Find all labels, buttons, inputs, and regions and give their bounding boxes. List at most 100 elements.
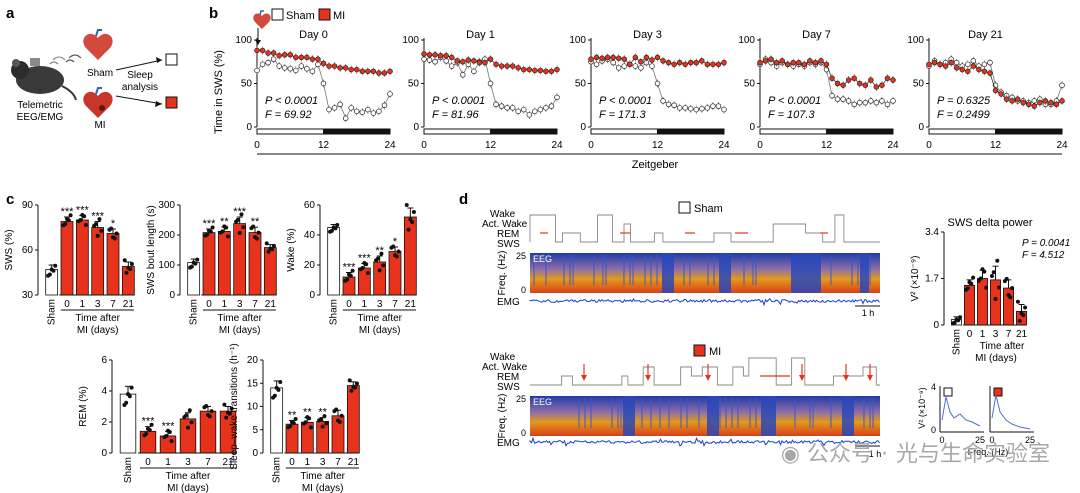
sham-point (868, 98, 874, 104)
mi-point (526, 66, 533, 73)
data-point (239, 212, 244, 217)
spectral-stripe (632, 255, 634, 285)
sham-label: Sham (87, 68, 113, 79)
x-tick-label: 12 (485, 140, 497, 151)
significance-label: *** (358, 253, 372, 265)
mi-point (1025, 101, 1032, 108)
mi-point (448, 54, 455, 61)
spectral-stripe (659, 398, 661, 428)
sham-point (829, 92, 835, 99)
sham-emg-label: EMG (497, 297, 520, 308)
mi-title-swatch (693, 344, 706, 357)
sham-point (309, 68, 316, 75)
data-point (184, 413, 189, 418)
mi-point (840, 82, 846, 88)
y-tick-label: 100 (738, 35, 755, 46)
mi-point (942, 63, 949, 69)
mi-point (643, 54, 650, 61)
data-point (169, 439, 174, 444)
data-point (334, 407, 339, 412)
spectral-stripe (863, 398, 865, 428)
bar-7 (248, 232, 262, 296)
day-chart-3: 0 50 100 0 12 24 Day 7 P < 0.0001 F = 107.3 (738, 29, 899, 151)
state-active-wake: Act. Wake (482, 362, 528, 373)
mi-point (543, 68, 549, 75)
category-label: 0 (346, 299, 352, 310)
x-tick-label: 0 (421, 140, 427, 151)
x-axis-label-line2: MI (days) (167, 483, 209, 493)
mi-point (320, 60, 327, 67)
significance-label: *** (343, 262, 357, 274)
heart-legend-icon (253, 10, 271, 29)
data-point (206, 413, 210, 418)
mi-point (812, 59, 819, 66)
watermark: ◉ 公众号 · 光与生命实验室 (781, 436, 1050, 468)
sham-point (981, 61, 988, 68)
data-point (144, 431, 149, 436)
mi-point (270, 50, 277, 56)
mi-point (348, 66, 354, 73)
spec-ytick-bottom: 0 (931, 425, 936, 435)
mi-spectrum-curve (991, 394, 1031, 430)
delta-category-label: 1 (980, 329, 986, 340)
data-point (393, 253, 397, 258)
spectral-stripe (680, 398, 682, 428)
sleep-analysis-label: Sleep analysis (122, 70, 158, 93)
spec-mi-xtick-0: 0 (989, 435, 994, 445)
y-tick-label: 0 (749, 122, 755, 133)
mi-point (621, 56, 627, 62)
significance-label: *** (61, 206, 75, 218)
mi-recording-title: MI (709, 346, 721, 358)
mi-point (715, 61, 722, 68)
wake-band (863, 253, 866, 293)
wake-band (812, 253, 815, 293)
heart-sham-icon (83, 29, 113, 60)
data-point (391, 244, 396, 249)
watermark-right: 光与生命实验室 (895, 442, 1050, 467)
y-tick-label: 0 (933, 320, 939, 331)
mi-point (421, 51, 427, 57)
panel-label-b: b (209, 5, 218, 22)
spectral-stripe (689, 255, 691, 285)
delta-p-value: P = 0.0041 (1022, 238, 1070, 249)
data-point (166, 428, 170, 433)
sham-point (671, 102, 677, 108)
mi-point (671, 61, 677, 68)
mi-point (970, 63, 977, 69)
sham-point (890, 98, 896, 104)
wake-band (668, 253, 671, 293)
wake-band (791, 253, 794, 293)
data-point (411, 209, 416, 214)
mi-point (309, 56, 316, 62)
data-point (351, 384, 356, 389)
sham-point (520, 106, 527, 113)
data-point (164, 433, 169, 438)
mi-point (676, 59, 683, 66)
significance-label: *** (233, 206, 247, 218)
mi-arrow-head (645, 375, 651, 381)
y-tick-label: 3.4 (925, 227, 939, 238)
spectral-stripe (668, 398, 670, 428)
category-label: 1 (80, 299, 86, 310)
sham-point (254, 67, 260, 74)
mi-point (879, 82, 885, 88)
sham-point (649, 63, 655, 69)
spectral-stripe (812, 398, 814, 428)
light-phase-bar (423, 128, 491, 135)
data-point (958, 315, 963, 320)
mi-point (790, 59, 796, 66)
mi-point (342, 65, 349, 71)
mi-point (890, 77, 896, 83)
mi-point (856, 80, 863, 87)
spectral-stripe (737, 398, 739, 428)
x-axis-label-line1: Time after (166, 471, 211, 482)
y-tick-label: 60 (304, 200, 316, 211)
mi-label: MI (94, 120, 105, 131)
data-point (396, 249, 401, 254)
sham-point (298, 63, 305, 69)
category-label: 0 (206, 299, 212, 310)
significance-label: ** (375, 245, 384, 257)
y-axis-label: SWS (%) (4, 229, 15, 270)
